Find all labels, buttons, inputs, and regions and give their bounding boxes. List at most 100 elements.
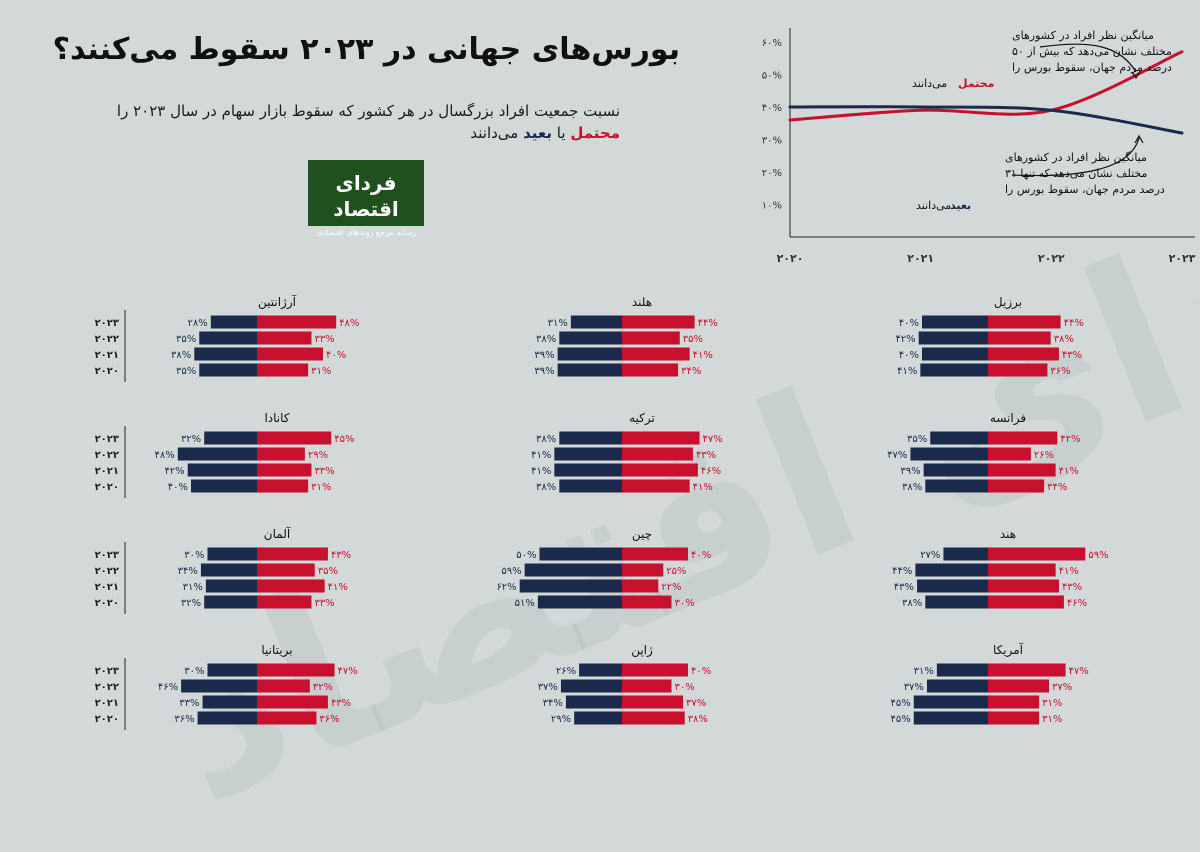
year-label: ۲۰۲۳ bbox=[95, 550, 119, 561]
value-label-unlikely: ۳۱% bbox=[183, 582, 203, 593]
year-label: ۲۰۲۲ bbox=[95, 450, 119, 461]
bar-unlikely bbox=[917, 579, 988, 593]
bar-likely bbox=[988, 331, 1051, 345]
bar-likely bbox=[622, 331, 680, 345]
bar-likely bbox=[257, 363, 309, 377]
annotation-likely-arrowhead bbox=[1131, 70, 1141, 80]
bar-likely bbox=[622, 563, 664, 577]
brand-logo: فردای اقتصاد رسانه مرجع روندهای اقتصادی bbox=[308, 160, 424, 237]
bar-likely bbox=[988, 479, 1045, 493]
value-label-likely: ۳۲% bbox=[313, 682, 333, 693]
year-label: ۲۰۲۰ bbox=[95, 598, 119, 609]
bar-unlikely bbox=[918, 331, 988, 345]
bar-unlikely bbox=[554, 463, 622, 477]
year-label: ۲۰۲۱ bbox=[95, 466, 119, 477]
value-label-unlikely: ۳۸% bbox=[171, 350, 191, 361]
year-label: ۲۰۲۲ bbox=[95, 682, 119, 693]
year-label: ۲۰۲۱ bbox=[95, 698, 119, 709]
annotation-likely-line: میانگین نظر افراد در کشورهای bbox=[1012, 29, 1154, 42]
bar-likely bbox=[257, 331, 312, 345]
x-tick-label: ۲۰۲۳ bbox=[1169, 252, 1196, 265]
bar-likely bbox=[988, 563, 1056, 577]
bar-unlikely bbox=[926, 679, 988, 693]
x-tick-label: ۲۰۲۲ bbox=[1038, 252, 1065, 265]
y-tick-label: ۶۰% bbox=[762, 38, 782, 49]
country-label: فرانسه bbox=[990, 411, 1026, 426]
bar-likely bbox=[622, 463, 698, 477]
page-title: بورس‌های جهانی در ۲۰۲۳ سقوط می‌کنند؟ bbox=[52, 32, 680, 67]
value-label-unlikely: ۴۱% bbox=[897, 366, 917, 377]
bar-unlikely bbox=[200, 563, 257, 577]
value-label-likely: ۳۳% bbox=[314, 334, 334, 345]
value-label-likely: ۲۶% bbox=[1034, 450, 1054, 461]
value-label-likely: ۴۱% bbox=[1059, 466, 1079, 477]
year-label: ۲۰۲۳ bbox=[95, 666, 119, 677]
year-label: ۲۰۲۱ bbox=[95, 350, 119, 361]
value-label-unlikely: ۳۹% bbox=[900, 466, 920, 477]
bar-likely bbox=[622, 579, 659, 593]
bar-likely bbox=[257, 595, 312, 609]
bar-unlikely bbox=[913, 711, 988, 725]
value-label-likely: ۴۰% bbox=[691, 666, 711, 677]
value-label-likely: ۳۱% bbox=[311, 366, 331, 377]
value-label-unlikely: ۳۵% bbox=[176, 334, 196, 345]
bar-likely bbox=[622, 711, 685, 725]
bar-likely bbox=[257, 315, 337, 329]
value-label-unlikely: ۶۲% bbox=[496, 582, 516, 593]
bar-unlikely bbox=[570, 315, 622, 329]
annotation-unlikely-suffix: می‌دانند bbox=[916, 199, 951, 212]
value-label-unlikely: ۳۰% bbox=[184, 666, 204, 677]
value-label-unlikely: ۳۸% bbox=[902, 598, 922, 609]
value-label-unlikely: ۴۲% bbox=[895, 334, 915, 345]
value-label-unlikely: ۵۰% bbox=[516, 550, 536, 561]
year-label: ۲۰۲۳ bbox=[95, 434, 119, 445]
bar-likely bbox=[622, 679, 672, 693]
bar-likely bbox=[988, 711, 1040, 725]
bar-unlikely bbox=[199, 363, 257, 377]
bar-unlikely bbox=[519, 579, 622, 593]
country-label: چین bbox=[632, 527, 652, 542]
bar-unlikely bbox=[539, 547, 622, 561]
value-label-likely: ۴۵% bbox=[334, 434, 354, 445]
country-label: هلند bbox=[632, 295, 652, 309]
value-label-likely: ۲۵% bbox=[666, 566, 686, 577]
value-label-likely: ۳۸% bbox=[688, 714, 708, 725]
value-label-likely: ۳۰% bbox=[675, 598, 695, 609]
bar-likely bbox=[257, 711, 317, 725]
value-label-likely: ۴۱% bbox=[693, 482, 713, 493]
year-label: ۲۰۲۰ bbox=[95, 366, 119, 377]
value-label-likely: ۴۰% bbox=[326, 350, 346, 361]
year-label: ۲۰۲۳ bbox=[95, 318, 119, 329]
value-label-likely: ۵۹% bbox=[1088, 550, 1108, 561]
bar-likely bbox=[988, 431, 1058, 445]
bar-unlikely bbox=[205, 579, 257, 593]
value-label-unlikely: ۲۷% bbox=[920, 550, 940, 561]
bar-unlikely bbox=[557, 347, 622, 361]
line-series-likely bbox=[788, 50, 1184, 122]
year-label: ۲۰۲۱ bbox=[95, 582, 119, 593]
year-label: ۲۰۲۰ bbox=[95, 482, 119, 493]
annotation-unlikely-keyword: بعید bbox=[950, 199, 971, 212]
value-label-likely: ۴۴% bbox=[698, 318, 718, 329]
bar-likely bbox=[622, 431, 700, 445]
value-label-unlikely: ۳۰% bbox=[184, 550, 204, 561]
bar-likely bbox=[257, 431, 332, 445]
bar-unlikely bbox=[202, 695, 257, 709]
value-label-likely: ۴۲% bbox=[1060, 434, 1080, 445]
subtitle-or: یا bbox=[556, 124, 566, 142]
value-label-likely: ۳۱% bbox=[311, 482, 331, 493]
subtitle-text: نسبت جمعیت افراد بزرگسال در هر کشور که س… bbox=[116, 102, 620, 120]
country-label: ترکیه bbox=[629, 411, 655, 426]
value-label-likely: ۴۶% bbox=[701, 466, 721, 477]
y-tick-label: ۱۰% bbox=[762, 201, 782, 212]
page-subtitle: نسبت جمعیت افراد بزرگسال در هر کشور که س… bbox=[100, 100, 620, 144]
bar-unlikely bbox=[915, 563, 988, 577]
value-label-likely: ۳۴% bbox=[681, 366, 701, 377]
country-label: آرژانتین bbox=[258, 294, 297, 310]
value-label-likely: ۴۳% bbox=[1062, 350, 1082, 361]
bar-unlikely bbox=[565, 695, 622, 709]
value-label-likely: ۲۲% bbox=[661, 582, 681, 593]
value-label-unlikely: ۴۵% bbox=[891, 698, 911, 709]
bar-likely bbox=[257, 463, 312, 477]
bar-unlikely bbox=[560, 679, 622, 693]
